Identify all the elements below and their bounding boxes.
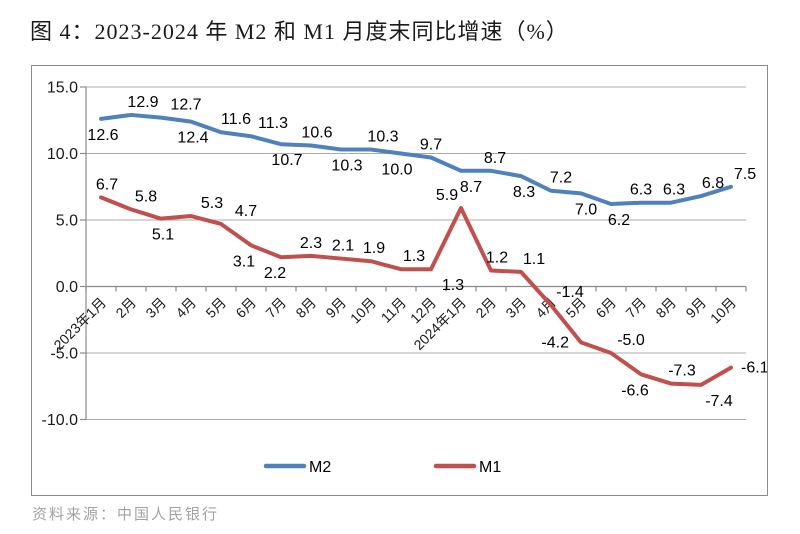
x-tick-label: 11月 (378, 294, 409, 325)
x-tick-label: 9月 (682, 294, 709, 321)
data-label: -6.1 (741, 360, 767, 377)
legend-item-m2: M2 (263, 459, 331, 476)
x-tick-label: 8月 (292, 294, 319, 321)
data-label: 11.3 (258, 115, 288, 132)
data-label: 2.1 (332, 238, 354, 255)
x-tick-label: 10月 (347, 294, 379, 326)
data-label: 5.3 (201, 195, 223, 212)
data-label: -1.4 (556, 284, 584, 301)
x-axis (85, 285, 747, 292)
x-tick-label: 6月 (232, 294, 259, 321)
chart-area: 15.0 10.0 5.0 0.0 -5.0 -10.0 2023年1月 2月 3月 4月 5月 6月… (31, 65, 768, 496)
x-tick-label: 2023年1月 (50, 294, 109, 353)
data-label: 8.7 (460, 179, 482, 196)
data-label: 1.1 (523, 251, 545, 268)
data-label: 9.7 (420, 136, 442, 153)
x-tick-label: 7月 (262, 294, 289, 321)
x-tick-label: 10月 (707, 294, 739, 326)
data-label: 7.2 (550, 170, 572, 187)
data-label: 1.3 (442, 277, 464, 294)
y-axis: 15.0 10.0 5.0 0.0 -5.0 -10.0 (42, 80, 87, 429)
y-tick-label: 15.0 (47, 80, 78, 97)
data-label: 7.5 (734, 166, 756, 183)
data-label: 10.6 (301, 125, 332, 142)
y-tick-label: 10.0 (47, 146, 78, 163)
data-label: 8.3 (513, 184, 535, 201)
data-label: 11.6 (221, 111, 251, 128)
data-label: 2.3 (300, 235, 322, 252)
legend: M2 M1 (263, 459, 501, 476)
data-label: 1.2 (486, 250, 508, 267)
data-label: 3.1 (233, 253, 255, 270)
chart-title: 图 4：2023-2024 年 M2 和 M1 月度末同比增速（%） (30, 19, 569, 44)
data-label: 5.8 (135, 188, 157, 205)
data-label: 10.3 (367, 129, 398, 146)
data-label: 12.9 (127, 94, 158, 111)
y-tick-label: -5.0 (50, 346, 78, 363)
data-label: 1.9 (363, 240, 385, 257)
x-tick-label: 4月 (172, 294, 199, 321)
m2-line (99, 112, 733, 207)
data-label: 12.7 (170, 97, 201, 114)
legend-label-m2: M2 (309, 459, 331, 476)
data-label: 10.7 (271, 152, 302, 169)
legend-label-m1: M1 (479, 459, 501, 476)
data-label: -4.2 (541, 334, 569, 351)
y-tick-label: 0.0 (56, 279, 78, 296)
data-label: -7.4 (705, 393, 733, 410)
data-label: -7.3 (668, 363, 696, 380)
data-label: 6.3 (630, 182, 652, 199)
data-label: 6.3 (663, 182, 685, 199)
data-label: 10.0 (381, 162, 412, 179)
x-tick-label: 6月 (592, 294, 619, 321)
x-tick-label: 9月 (322, 294, 349, 321)
data-label: 6.7 (96, 176, 118, 193)
y-tick-label: 5.0 (56, 213, 78, 230)
x-tick-label: 3月 (502, 294, 529, 321)
data-label: 1.3 (403, 248, 425, 265)
data-label: 5.9 (436, 187, 458, 204)
m1-line (99, 195, 733, 387)
legend-item-m1: M1 (433, 459, 501, 476)
x-tick-label: 8月 (652, 294, 679, 321)
y-tick-label: -10.0 (42, 412, 79, 429)
data-label: 6.8 (702, 175, 724, 192)
x-tick-label: 5月 (202, 294, 229, 321)
data-label: 2.2 (264, 265, 286, 282)
data-label: -5.0 (617, 332, 645, 349)
data-label: 12.6 (87, 127, 118, 144)
x-tick-label: 7月 (622, 294, 649, 321)
x-tick-label: 3月 (142, 294, 169, 321)
data-label: 6.2 (608, 212, 630, 229)
x-tick-label: 2月 (472, 294, 499, 321)
data-labels-m1: 6.7 5.8 5.1 5.3 4.7 3.1 2.2 2.3 2.1 1.9 1.3 1.3 5.9 1… (96, 176, 767, 410)
data-labels-m2: 12.6 12.9 12.7 12.4 11.6 11.3 10.7 10.6 10.3 10.3… (87, 94, 756, 229)
x-tick-label: 2月 (112, 294, 139, 321)
data-label: 4.7 (235, 203, 257, 220)
data-label: 12.4 (177, 130, 208, 147)
data-label: 5.1 (152, 227, 174, 244)
data-label: 10.3 (331, 158, 362, 175)
data-label: 8.7 (484, 150, 506, 167)
data-label: 7.0 (575, 201, 597, 218)
data-label: -6.6 (621, 382, 649, 399)
source-note: 资料来源：中国人民银行 (32, 507, 220, 523)
